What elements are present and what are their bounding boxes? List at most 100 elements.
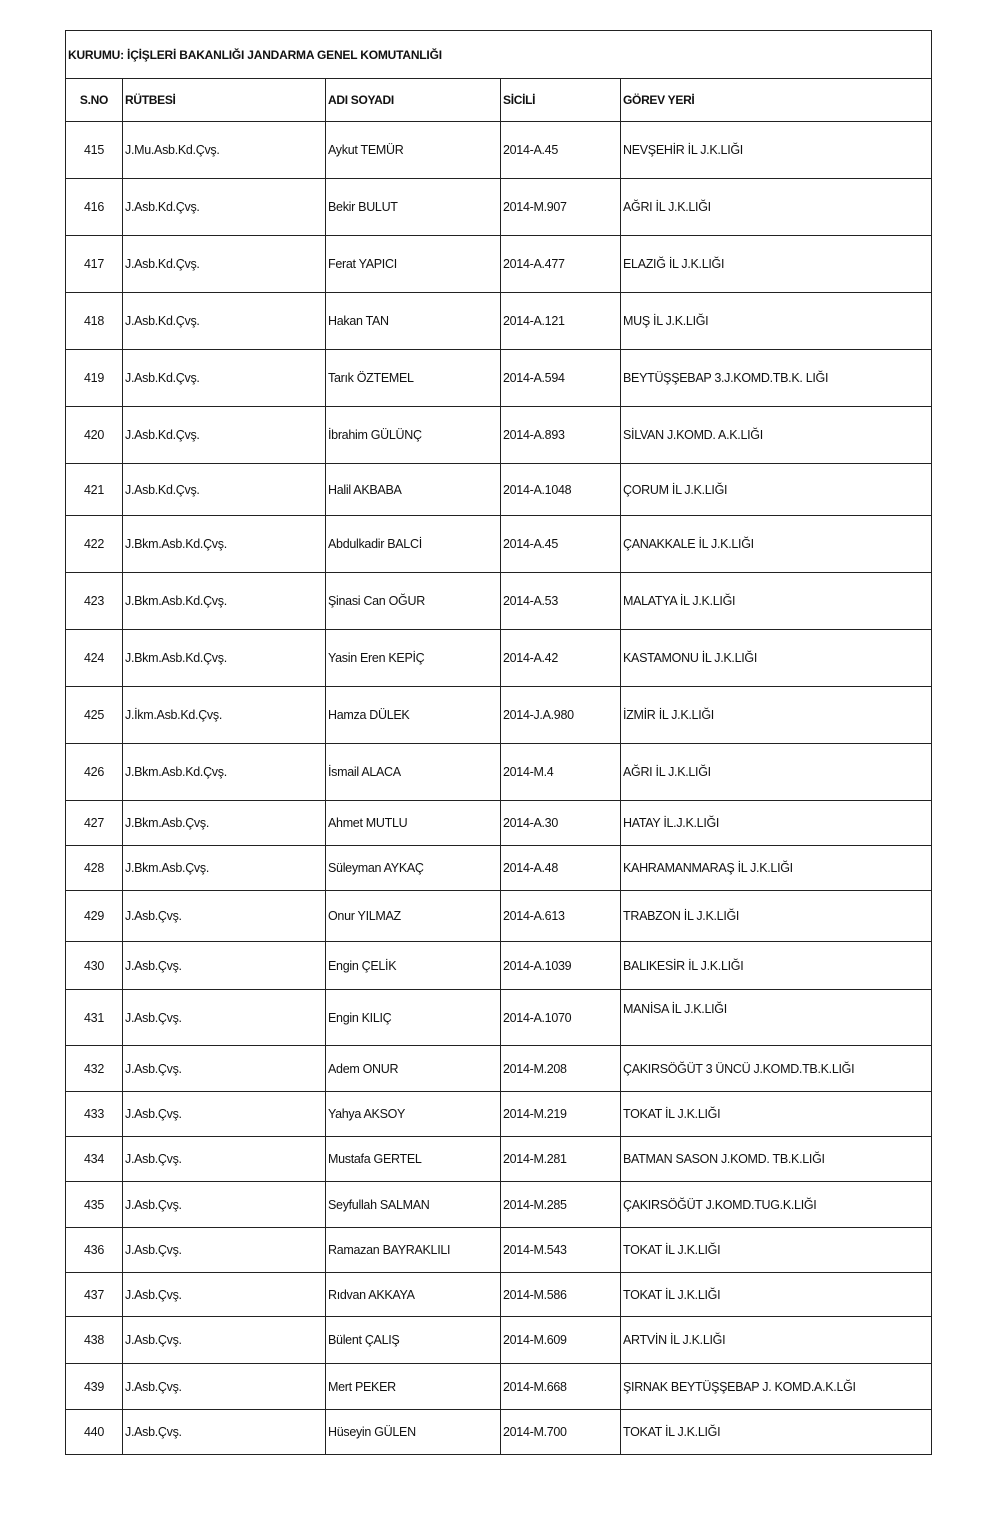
cell-registry: 2014-M.668 [501,1364,621,1409]
header-name: ADI SOYADI [326,79,501,121]
table-row: 420 J.Asb.Kd.Çvş. İbrahim GÜLÜNÇ 2014-A.893… [66,407,931,464]
cell-duty-station: BEYTÜŞŞEBAP 3.J.KOMD.TB.K. LIĞI [623,371,829,385]
table-row: 436 J.Asb.Çvş. Ramazan BAYRAKLILI 2014-M.54… [66,1228,931,1273]
cell-registry: 2014-A.893 [501,407,621,463]
cell-rank: J.Asb.Çvş. [123,891,326,941]
cell-rank: J.Asb.Kd.Çvş. [123,407,326,463]
cell-name: Onur YILMAZ [326,891,501,941]
cell-duty-station: MUŞ İL J.K.LIĞI [623,314,709,328]
cell-duty-station: İZMİR İL J.K.LIĞI [623,708,714,722]
cell-registry: 2014-A.477 [501,236,621,292]
cell-name: İsmail ALACA [326,744,501,800]
table-body: 415 J.Mu.Asb.Kd.Çvş. Aykut TEMÜR 2014-A.45 N… [66,122,931,1454]
cell-rank: J.İkm.Asb.Kd.Çvş. [123,687,326,743]
header-rank: RÜTBESİ [123,79,326,121]
cell-registry: 2014-M.285 [501,1182,621,1227]
cell-registry: 2014-A.594 [501,350,621,406]
cell-name: İbrahim GÜLÜNÇ [326,407,501,463]
cell-registry: 2014-A.613 [501,891,621,941]
cell-rank: J.Bkm.Asb.Çvş. [123,846,326,890]
cell-duty-station: ÇANAKKALE İL J.K.LIĞI [623,537,754,551]
cell-registry: 2014-A.121 [501,293,621,349]
cell-duty-station: SİLVAN J.KOMD. A.K.LIĞI [623,428,763,442]
cell-duty-station: ÇAKIRSÖĞÜT J.KOMD.TUG.K.LIĞI [623,1197,817,1212]
cell-sno: 432 [66,1046,123,1091]
table-row: 426 J.Bkm.Asb.Kd.Çvş. İsmail ALACA 2014-M.4… [66,744,931,801]
cell-duty-station: TOKAT İL J.K.LIĞI [623,1107,721,1121]
cell-rank: J.Asb.Çvş. [123,990,326,1045]
cell-registry: 2014-M.208 [501,1046,621,1091]
cell-registry: 2014-M.281 [501,1137,621,1181]
cell-registry: 2014-M.586 [501,1273,621,1316]
cell-sno: 420 [66,407,123,463]
cell-name: Hakan TAN [326,293,501,349]
table-row: 424 J.Bkm.Asb.Kd.Çvş. Yasin Eren KEPİÇ 2014… [66,630,931,687]
cell-registry: 2014-M.4 [501,744,621,800]
cell-name: Rıdvan AKKAYA [326,1273,501,1316]
cell-name: Engin ÇELİK [326,942,501,989]
cell-rank: J.Asb.Kd.Çvş. [123,236,326,292]
table-row: 430 J.Asb.Çvş. Engin ÇELİK 2014-A.1039 BALIK… [66,942,931,990]
table-header: S.NO RÜTBESİ ADI SOYADI SİCİLİ GÖREV YER… [66,79,931,122]
cell-registry: 2014-A.53 [501,573,621,629]
cell-sno: 424 [66,630,123,686]
cell-duty-station: AĞRI İL J.K.LIĞI [623,765,711,779]
cell-registry: 2014-A.1070 [501,990,621,1045]
cell-sno: 422 [66,516,123,572]
cell-rank: J.Asb.Çvş. [123,1410,326,1454]
table-row: 435 J.Asb.Çvş. Seyfullah SALMAN 2014-M.285 Ç… [66,1182,931,1228]
cell-sno: 439 [66,1364,123,1409]
cell-name: Yahya AKSOY [326,1092,501,1136]
cell-registry: 2014-M.609 [501,1317,621,1363]
cell-name: Engin KILIÇ [326,990,501,1045]
cell-duty-station: ÇAKIRSÖĞÜT 3 ÜNCÜ J.KOMD.TB.K.LIĞI [623,1061,855,1076]
cell-registry: 2014-M.543 [501,1228,621,1272]
cell-rank: J.Asb.Çvş. [123,1137,326,1181]
table-row: 429 J.Asb.Çvş. Onur YILMAZ 2014-A.613 TRABZO… [66,891,931,942]
table-row: 425 J.İkm.Asb.Kd.Çvş. Hamza DÜLEK 2014-J.A.… [66,687,931,744]
cell-rank: J.Bkm.Asb.Çvş. [123,801,326,845]
cell-rank: J.Bkm.Asb.Kd.Çvş. [123,516,326,572]
personnel-table: KURUMU: İÇİŞLERİ BAKANLIĞI JANDARMA GENE… [65,30,932,1455]
cell-registry: 2014-M.219 [501,1092,621,1136]
table-row: 428 J.Bkm.Asb.Çvş. Süleyman AYKAÇ 2014-A.48… [66,846,931,891]
table-row: 437 J.Asb.Çvş. Rıdvan AKKAYA 2014-M.586 TOKA… [66,1273,931,1317]
cell-rank: J.Asb.Kd.Çvş. [123,293,326,349]
table-row: 427 J.Bkm.Asb.Çvş. Ahmet MUTLU 2014-A.30 HAT… [66,801,931,846]
cell-duty-station: TOKAT İL J.K.LIĞI [623,1287,721,1302]
cell-sno: 434 [66,1137,123,1181]
cell-registry: 2014-J.A.980 [501,687,621,743]
cell-sno: 415 [66,122,123,178]
cell-duty-station: BATMAN SASON J.KOMD. TB.K.LIĞI [623,1152,825,1166]
cell-sno: 427 [66,801,123,845]
cell-name: Tarık ÖZTEMEL [326,350,501,406]
table-row: 421 J.Asb.Kd.Çvş. Halil AKBABA 2014-A.1048 Ç… [66,464,931,516]
cell-duty-station: TRABZON İL J.K.LIĞI [623,909,740,923]
header-duty-station: GÖREV YERİ [623,93,695,107]
cell-name: Hamza DÜLEK [326,687,501,743]
cell-registry: 2014-A.1039 [501,942,621,989]
cell-duty-station: MALATYA İL J.K.LIĞI [623,594,736,608]
cell-rank: J.Asb.Çvş. [123,1228,326,1272]
cell-name: Mert PEKER [326,1364,501,1409]
table-row: 415 J.Mu.Asb.Kd.Çvş. Aykut TEMÜR 2014-A.45 N… [66,122,931,179]
table-row: 433 J.Asb.Çvş. Yahya AKSOY 2014-M.219 TOKAT … [66,1092,931,1137]
table-row: 431 J.Asb.Çvş. Engin KILIÇ 2014-A.1070 MANİS… [66,990,931,1046]
cell-rank: J.Asb.Çvş. [123,1317,326,1363]
cell-sno: 431 [66,990,123,1045]
cell-rank: J.Bkm.Asb.Kd.Çvş. [123,573,326,629]
table-row: 423 J.Bkm.Asb.Kd.Çvş. Şinasi Can OĞUR 2014-… [66,573,931,630]
cell-sno: 416 [66,179,123,235]
cell-rank: J.Asb.Çvş. [123,1046,326,1091]
cell-rank: J.Asb.Çvş. [123,942,326,989]
cell-name: Mustafa GERTEL [326,1137,501,1181]
cell-duty-station: MANİSA İL J.K.LIĞI [623,1002,727,1016]
table-row: 434 J.Asb.Çvş. Mustafa GERTEL 2014-M.281 BAT… [66,1137,931,1182]
cell-sno: 426 [66,744,123,800]
cell-sno: 423 [66,573,123,629]
cell-rank: J.Mu.Asb.Kd.Çvş. [123,122,326,178]
cell-name: Süleyman AYKAÇ [326,846,501,890]
institution-title: KURUMU: İÇİŞLERİ BAKANLIĞI JANDARMA GENE… [66,31,931,79]
cell-registry: 2014-A.48 [501,846,621,890]
cell-duty-station: TOKAT İL J.K.LIĞI [623,1425,721,1439]
